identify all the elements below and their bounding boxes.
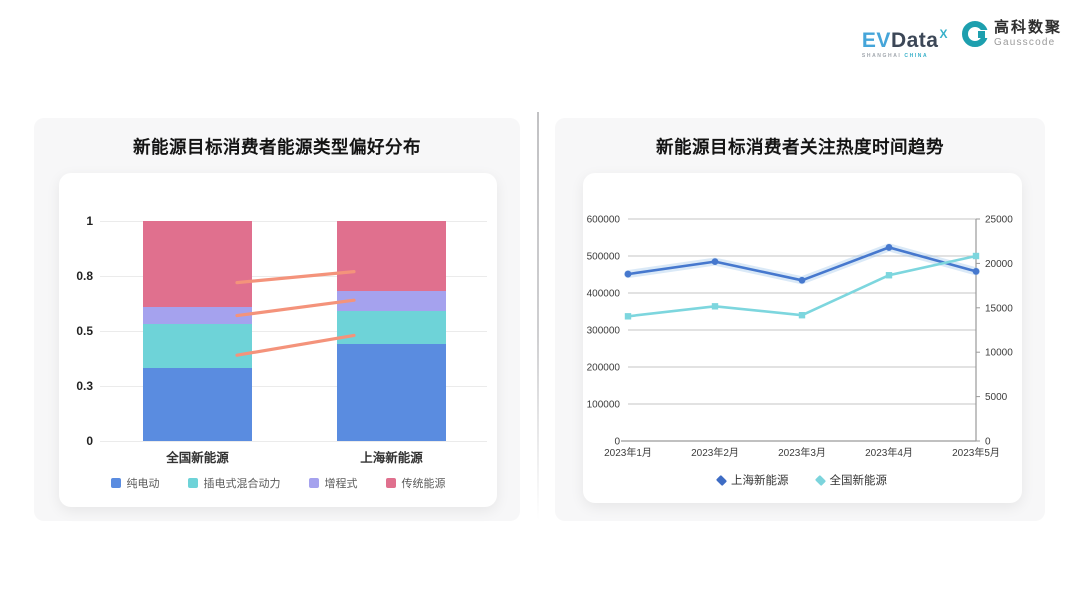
- evdata-wordmark: EVDataX: [861, 27, 948, 52]
- x-axis-tick-label: 2023年4月: [865, 446, 913, 459]
- legend-label: 增程式: [324, 478, 358, 490]
- preference-chart-card: 新能源目标消费者能源类型偏好分布 0 0.3 0.5 0.8 1 全国新能源 上海新能源 纯…: [34, 118, 520, 521]
- bar-segment: [143, 324, 252, 369]
- trend-chart-panel: 0 100000 200000 300000 400000 500000 600000 0 50…: [583, 173, 1022, 503]
- legend-marker: [715, 474, 728, 486]
- bar-ytick-label: 0.5: [76, 324, 93, 338]
- x-axis-tick-label: 2023年3月: [778, 446, 826, 459]
- bar-gridline: [100, 386, 487, 387]
- legend-marker: [814, 474, 826, 486]
- right-axis-tick-label: 20000: [985, 259, 1013, 270]
- shanghai-data-point: [624, 270, 632, 278]
- gausscode-en-label: Gausscode: [993, 37, 1056, 48]
- card-divider: [537, 112, 539, 520]
- preference-chart-panel: 0 0.3 0.5 0.8 1 全国新能源 上海新能源 纯电动 插电式混合动力 增程式 传统能源: [59, 173, 497, 507]
- bar-segment: [143, 368, 252, 441]
- legend-label: 纯电动: [126, 478, 160, 490]
- national-data-point: [798, 312, 806, 319]
- x-axis-tick-label: 2023年1月: [604, 446, 652, 459]
- shanghai-line-glow: [624, 243, 980, 285]
- bar-category-label: 全国新能源: [166, 451, 229, 465]
- right-axis-tick-label: 10000: [985, 348, 1013, 359]
- gausscode-icon: [961, 21, 989, 47]
- bar-segment: [143, 221, 252, 307]
- bar-segment: [337, 291, 446, 312]
- shanghai-data-point: [885, 244, 893, 251]
- shanghai-data-point: [798, 276, 806, 284]
- right-axis-tick-label: 25000: [985, 215, 1013, 226]
- shanghai-data-point: [972, 267, 980, 275]
- bar-segment: [337, 344, 446, 441]
- left-axis-tick-label: 400000: [587, 289, 621, 300]
- preference-chart-legend: 纯电动 插电式混合动力 增程式 传统能源: [59, 475, 497, 491]
- legend-label: 插电式混合动力: [203, 478, 281, 490]
- left-axis-tick-label: 300000: [587, 326, 621, 337]
- gausscode-logo: 高科数聚 Gausscode: [961, 19, 1062, 48]
- left-axis-tick-label: 200000: [587, 363, 621, 374]
- trend-chart-title: 新能源目标消费者关注热度时间趋势: [656, 137, 944, 157]
- legend-label: 上海新能源: [731, 475, 789, 487]
- legend-label: 传统能源: [401, 478, 446, 490]
- right-axis-tick-label: 5000: [985, 392, 1008, 403]
- x-axis-tick-label: 2023年2月: [691, 446, 739, 459]
- bar-ytick-label: 0: [86, 434, 93, 448]
- trend-chart-card: 新能源目标消费者关注热度时间趋势 0 100000 200000 300000 4000…: [555, 118, 1045, 521]
- legend-item-纯电动[interactable]: 纯电动: [110, 475, 160, 491]
- bar-gridline: [100, 441, 487, 442]
- bar-ytick-label: 0.8: [76, 269, 93, 283]
- evdata-logo: EVDataX SHANGHAI CHINA: [862, 20, 948, 59]
- legend-swatch: [110, 478, 121, 488]
- legend-swatch: [385, 478, 396, 488]
- gausscode-cn-label: 高科数聚: [993, 19, 1062, 36]
- preference-chart-title: 新能源目标消费者能源类型偏好分布: [133, 137, 421, 157]
- bar-ytick-label: 1: [86, 214, 93, 228]
- shanghai-data-point: [711, 258, 719, 266]
- bar-segment: [143, 306, 252, 325]
- left-axis-tick-label: 0: [614, 437, 620, 448]
- legend-swatch: [308, 478, 319, 488]
- left-axis-tick-label: 600000: [587, 215, 621, 226]
- legend-item-上海新能源[interactable]: 上海新能源: [715, 472, 789, 488]
- legend-item-全国新能源[interactable]: 全国新能源: [814, 472, 888, 488]
- national-data-point: [711, 303, 719, 310]
- legend-swatch: [187, 478, 198, 488]
- legend-item-插电式混合动力[interactable]: 插电式混合动力: [187, 475, 281, 491]
- header-logos: EVDataX SHANGHAI CHINA 高科数聚 Gausscode: [862, 19, 1062, 60]
- bar-segment: [337, 221, 446, 292]
- evdata-subtext: SHANGHAI CHINA: [861, 53, 929, 59]
- national-data-point: [624, 313, 632, 320]
- left-axis-tick-label: 100000: [587, 400, 621, 411]
- legend-item-增程式[interactable]: 增程式: [308, 475, 358, 491]
- bar-gridline: [100, 221, 487, 222]
- bar-gridline: [100, 331, 487, 332]
- trend-line-chart: 0 100000 200000 300000 400000 500000 600000 0 50…: [587, 215, 1014, 460]
- national-data-point: [972, 252, 980, 260]
- bar-category-label: 上海新能源: [360, 451, 423, 465]
- right-axis-tick-label: 15000: [985, 303, 1013, 314]
- national-data-point: [885, 272, 893, 279]
- left-axis-tick-label: 500000: [587, 252, 621, 263]
- bar-segment: [337, 311, 446, 345]
- legend-item-传统能源[interactable]: 传统能源: [385, 475, 446, 491]
- legend-label: 全国新能源: [829, 475, 888, 487]
- right-axis-tick-label: 0: [985, 437, 991, 448]
- x-axis-tick-label: 2023年5月: [952, 446, 1000, 459]
- trend-chart-legend: 上海新能源 全国新能源: [583, 472, 1022, 488]
- bar-ytick-label: 0.3: [76, 379, 93, 393]
